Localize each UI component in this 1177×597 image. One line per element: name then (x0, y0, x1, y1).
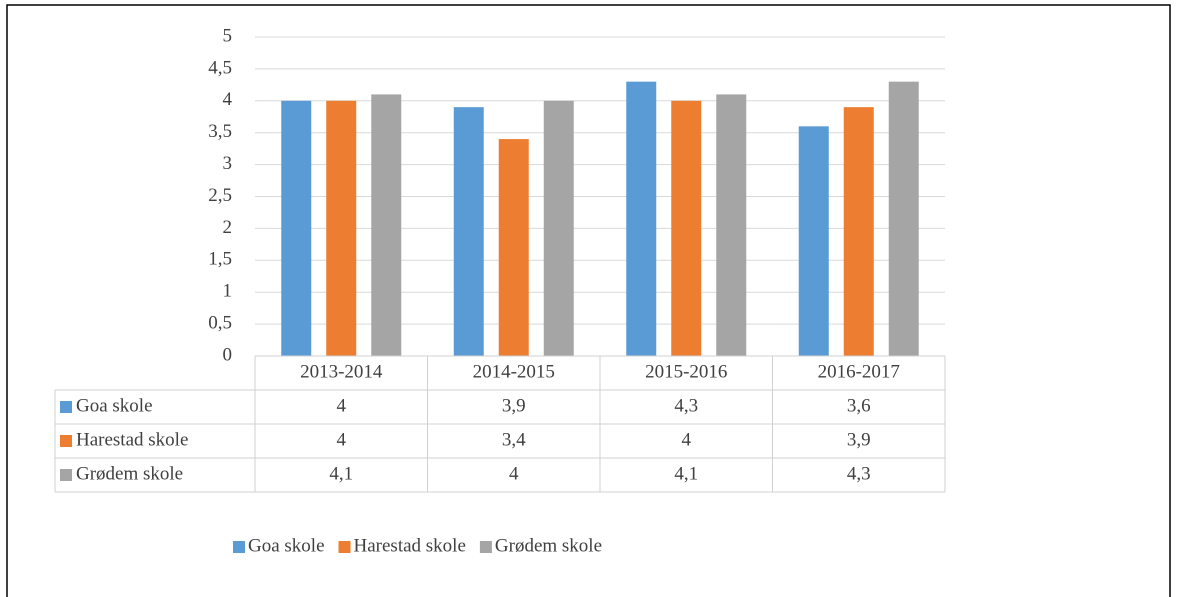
y-tick-label: 4,5 (208, 57, 232, 78)
table-legend-key (60, 401, 72, 413)
table-value: 4 (337, 429, 347, 450)
y-tick-label: 2,5 (208, 185, 232, 206)
x-tick-label: 2016-2017 (818, 361, 900, 382)
bar (626, 81, 657, 356)
table-value: 4,1 (674, 463, 698, 484)
y-tick-label: 2 (223, 217, 233, 238)
y-tick-label: 3,5 (208, 121, 232, 142)
bar (326, 100, 357, 356)
legend-key (338, 541, 351, 553)
bar (453, 107, 484, 357)
table-value: 4,3 (674, 395, 698, 416)
table-value: 3,9 (502, 395, 526, 416)
legend-label: Grødem skole (495, 535, 602, 556)
bar (281, 100, 312, 356)
legend-key (233, 541, 245, 553)
bar (798, 126, 829, 356)
legend-label: Harestad skole (354, 535, 466, 556)
bar (543, 100, 574, 356)
legend-key (479, 541, 492, 553)
table-value: 4 (337, 395, 347, 416)
table-value: 3,4 (502, 429, 526, 450)
x-tick-label: 2015-2016 (645, 361, 727, 382)
y-tick-label: 0,5 (208, 312, 232, 333)
bar (498, 139, 529, 356)
table-value: 4,1 (329, 463, 353, 484)
table-series-name: Harestad skole (76, 429, 188, 450)
y-tick-label: 4 (223, 89, 233, 110)
x-tick-label: 2013-2014 (300, 361, 383, 382)
bar (716, 94, 747, 357)
y-tick-label: 0 (223, 344, 233, 365)
x-tick-label: 2014-2015 (473, 361, 555, 382)
table-value: 3,9 (847, 429, 871, 450)
y-tick-label: 1,5 (208, 249, 232, 270)
table-value: 4,3 (847, 463, 871, 484)
table-series-name: Grødem skole (76, 463, 183, 484)
table-series-name: Goa skole (76, 395, 153, 416)
table-legend-key (60, 435, 72, 447)
bar (671, 100, 702, 356)
table-value: 3,6 (847, 395, 871, 416)
table-legend-key (60, 469, 72, 481)
y-tick-label: 3 (223, 153, 233, 174)
y-tick-label: 5 (223, 25, 233, 46)
bar (371, 94, 402, 357)
bar (843, 107, 874, 357)
table-value: 4 (509, 463, 519, 484)
table-value: 4 (682, 429, 692, 450)
bar (888, 81, 919, 356)
frame (6, 4, 1171, 597)
legend-label: Goa skole (248, 535, 325, 556)
y-tick-label: 1 (223, 281, 233, 302)
